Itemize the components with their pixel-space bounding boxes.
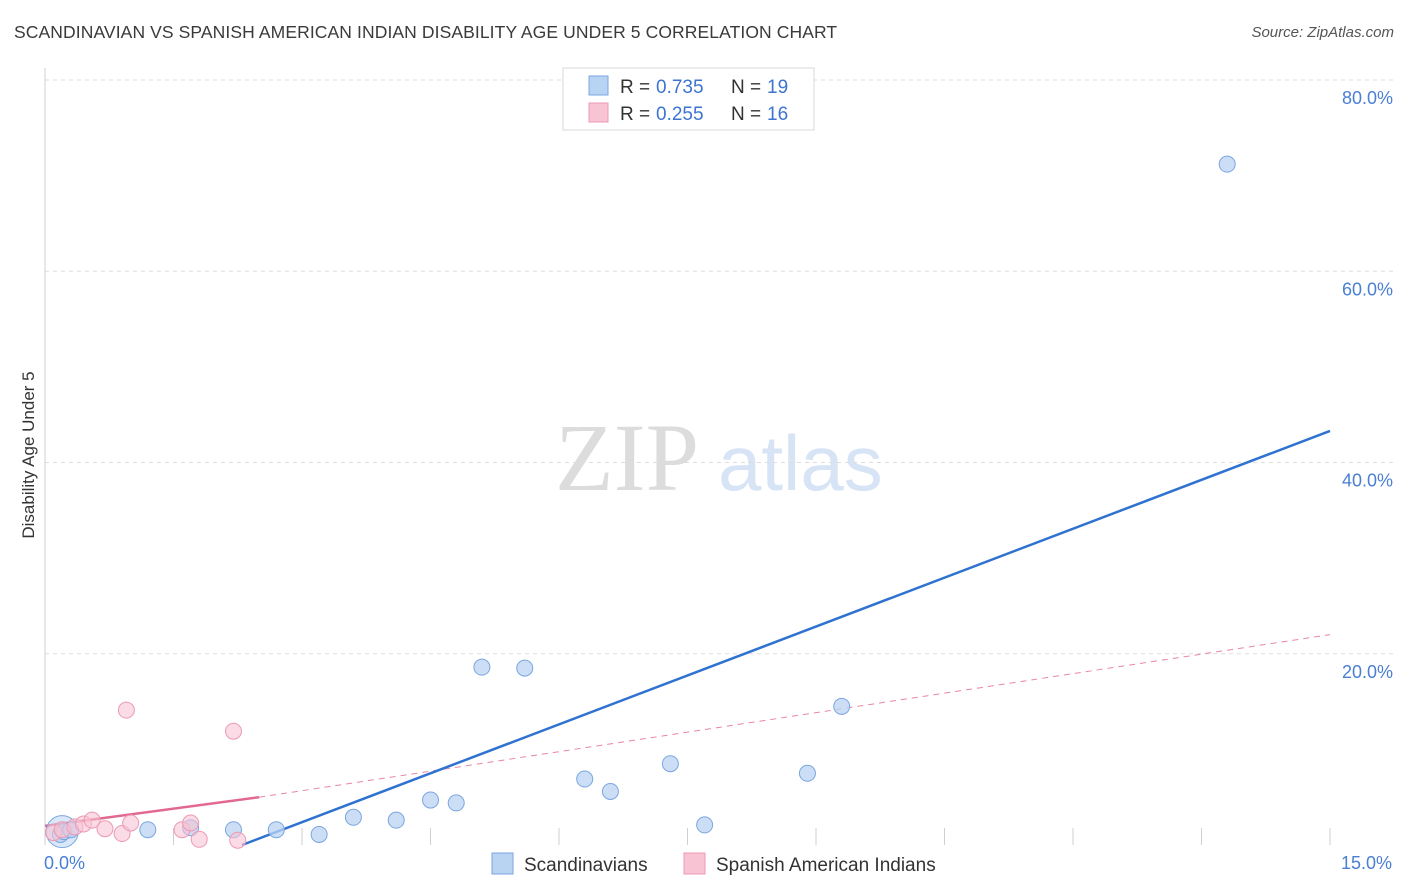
bottom-legend-label-1: Scandinavians bbox=[524, 855, 648, 876]
blue-point bbox=[661, 755, 679, 773]
source-label: Source: ZipAtlas.com bbox=[1251, 24, 1394, 41]
blue-point bbox=[447, 794, 465, 812]
grid-lines bbox=[45, 79, 1393, 655]
blue-point bbox=[576, 770, 594, 788]
blue-point bbox=[1218, 155, 1236, 173]
series-legend: Scandinavians Spanish American Indians bbox=[491, 852, 936, 876]
bottom-legend-label-2: Spanish American Indians bbox=[716, 855, 936, 876]
x-tick-max: 15.0% bbox=[1341, 853, 1392, 873]
blue-trend-line bbox=[241, 429, 1331, 847]
legend-swatch-blue bbox=[588, 75, 609, 96]
blue-point bbox=[267, 821, 285, 839]
blue-point bbox=[798, 764, 816, 782]
blue-point bbox=[310, 825, 328, 843]
pink-point bbox=[122, 814, 140, 832]
y-tick-label: 80.0% bbox=[1342, 88, 1393, 108]
x-tick-min: 0.0% bbox=[44, 853, 85, 873]
legend-r-value-1: 0.735 bbox=[656, 77, 704, 98]
pink-point bbox=[190, 830, 208, 848]
blue-point bbox=[422, 791, 439, 809]
correlation-legend: R = 0.735 N = 19 R = 0.255 N = 16 bbox=[562, 67, 815, 131]
pink-trend-dashed bbox=[259, 634, 1331, 798]
pink-point bbox=[117, 701, 135, 719]
pink-point bbox=[83, 811, 101, 829]
blue-point bbox=[516, 659, 534, 677]
blue-point bbox=[833, 697, 851, 715]
blue-point bbox=[473, 658, 491, 676]
bottom-legend-swatch-pink bbox=[683, 852, 706, 875]
pink-point bbox=[229, 831, 247, 849]
blue-point bbox=[139, 821, 157, 839]
bottom-legend-swatch-blue bbox=[491, 852, 514, 875]
legend-r-label-2: R = bbox=[620, 104, 655, 125]
pink-point bbox=[224, 722, 242, 740]
pink-point bbox=[96, 820, 114, 838]
legend-n-label-1: N = bbox=[731, 77, 766, 98]
legend-swatch-pink bbox=[588, 102, 609, 123]
pink-point bbox=[182, 814, 200, 832]
blue-point bbox=[387, 811, 405, 829]
legend-n-value-2: 16 bbox=[767, 104, 788, 125]
y-tick-label: 20.0% bbox=[1342, 662, 1393, 682]
blue-point bbox=[601, 782, 619, 800]
legend-n-value-1: 19 bbox=[767, 77, 788, 98]
blue-point bbox=[344, 808, 362, 826]
watermark-zip: ZIP bbox=[555, 404, 699, 511]
blue-point bbox=[696, 816, 714, 834]
y-tick-label: 60.0% bbox=[1342, 279, 1393, 299]
legend-n-label-2: N = bbox=[731, 104, 766, 125]
legend-r-value-2: 0.255 bbox=[656, 104, 704, 125]
data-points bbox=[45, 155, 1236, 849]
y-axis-label: Disability Age Under 5 bbox=[19, 371, 38, 538]
legend-r-label-1: R = bbox=[620, 77, 655, 98]
axes: 20.0% 40.0% 60.0% 80.0% bbox=[44, 68, 1393, 845]
y-tick-label: 40.0% bbox=[1342, 471, 1393, 491]
chart-title: SCANDINAVIAN VS SPANISH AMERICAN INDIAN … bbox=[14, 22, 838, 42]
